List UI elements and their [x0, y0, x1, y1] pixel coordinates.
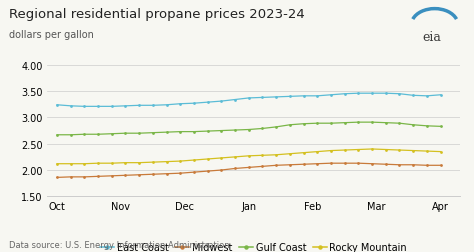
- Text: dollars per gallon: dollars per gallon: [9, 30, 94, 40]
- Text: eia: eia: [422, 31, 441, 44]
- Text: Regional residential propane prices 2023-24: Regional residential propane prices 2023…: [9, 8, 305, 20]
- Legend: East Coast, Midwest, Gulf Coast, Rocky Mountain: East Coast, Midwest, Gulf Coast, Rocky M…: [96, 238, 411, 252]
- Text: Data source: U.S. Energy Information Administration: Data source: U.S. Energy Information Adm…: [9, 240, 230, 249]
